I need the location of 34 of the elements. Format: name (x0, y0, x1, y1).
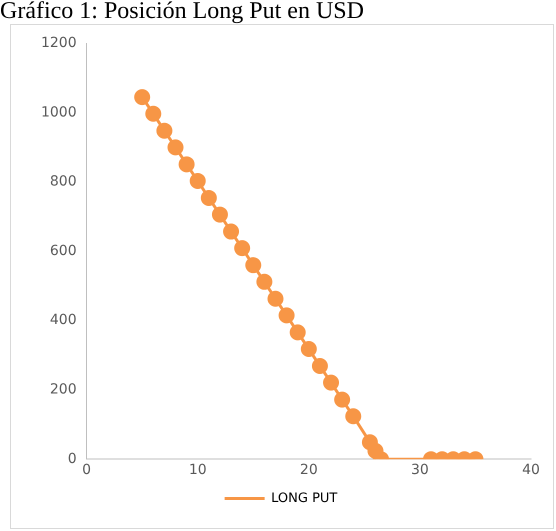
point (290, 324, 306, 340)
point (234, 240, 250, 256)
point (156, 122, 172, 139)
chart-title: Gráfico 1: Posición Long Put en USD (0, 0, 365, 24)
point (245, 257, 262, 274)
y-tick-label: 400 (50, 312, 77, 328)
x-tick-label: 40 (522, 462, 540, 478)
point (312, 358, 328, 374)
y-tick-label: 600 (50, 242, 77, 259)
y-tick-label: 200 (50, 382, 77, 398)
y-tick-label: 1200 (40, 35, 77, 52)
y-tick-label: 1000 (40, 104, 77, 120)
point (168, 139, 184, 156)
y-tick-label: 0 (68, 450, 77, 467)
point (323, 374, 340, 391)
point (256, 274, 272, 290)
point (267, 290, 284, 307)
x-tick-label: 20 (300, 462, 318, 478)
point (334, 392, 350, 408)
x-tick-label: 0 (82, 462, 92, 478)
point (134, 89, 150, 106)
point (223, 224, 240, 240)
point (345, 408, 362, 424)
point (300, 341, 317, 358)
point (145, 106, 162, 122)
x-tick-label: 30 (410, 462, 429, 478)
x-tick-label: 10 (188, 462, 207, 478)
point (212, 206, 228, 223)
point (190, 172, 206, 189)
point (200, 190, 217, 206)
legend-label: LONG PUT (271, 490, 338, 506)
point (178, 156, 195, 172)
y-tick-label: 800 (50, 174, 77, 190)
point (278, 307, 295, 324)
